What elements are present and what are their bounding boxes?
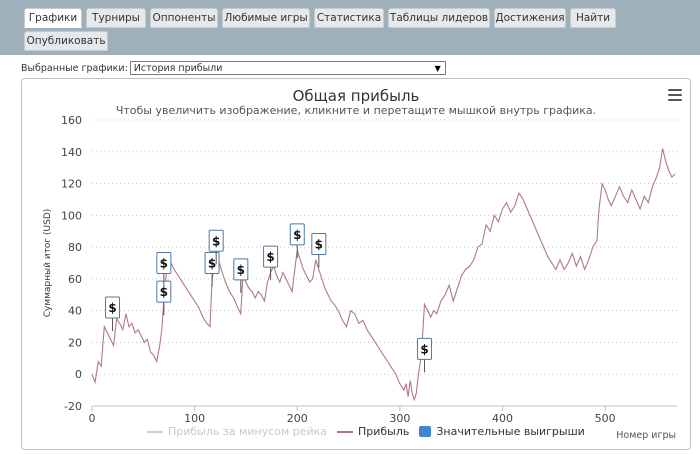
big-win-marker-label: $ bbox=[160, 257, 168, 271]
y-tick-label: 40 bbox=[68, 305, 82, 318]
tab-bar: Графики Турниры Оппоненты Любимые игры С… bbox=[0, 0, 700, 55]
x-tick-label: 400 bbox=[492, 412, 513, 425]
chart-select[interactable]: История прибыли ▼ bbox=[129, 61, 446, 75]
tab-charts[interactable]: Графики bbox=[24, 8, 82, 28]
big-win-marker-label: $ bbox=[266, 250, 274, 264]
big-win-marker-label: $ bbox=[293, 228, 301, 242]
y-tick-label: 0 bbox=[75, 368, 82, 381]
chart-select-value: История прибыли bbox=[133, 62, 223, 74]
tab-leaderboards[interactable]: Таблицы лидеров bbox=[388, 8, 490, 28]
profit-chart[interactable]: -20 0 20 40 60 80 100 120 140 160 0 100 200 300 400 500… bbox=[22, 79, 692, 451]
big-win-marker-label: $ bbox=[160, 285, 168, 299]
y-axis-title: Суммарный итог (USD) bbox=[43, 209, 53, 318]
y-tick-label: 120 bbox=[61, 178, 82, 191]
big-win-marker bbox=[311, 232, 327, 255]
big-win-marker bbox=[417, 337, 433, 360]
big-win-marker bbox=[263, 245, 279, 268]
tab-statistics[interactable]: Статистика bbox=[314, 8, 384, 28]
chart-title: Общая прибыль bbox=[292, 87, 420, 105]
big-win-marker-label: $ bbox=[315, 237, 323, 251]
y-tick-label: 60 bbox=[68, 273, 82, 286]
big-win-marker bbox=[156, 252, 172, 275]
big-win-marker bbox=[289, 223, 305, 246]
y-tick-label: 140 bbox=[61, 146, 82, 159]
hamburger-menu-icon[interactable] bbox=[668, 89, 682, 101]
chart-selector-label: Выбранные графики: bbox=[21, 62, 128, 74]
legend-label-big-wins: Значительные выигрыши bbox=[436, 425, 585, 438]
chart-subtitle: Чтобы увеличить изображение, кликните и … bbox=[115, 104, 597, 117]
chart-selector-row: Выбранные графики: История прибыли ▼ bbox=[21, 61, 446, 75]
tab-find[interactable]: Найти bbox=[570, 8, 616, 28]
big-win-marker bbox=[208, 229, 224, 252]
chart-container[interactable]: -20 0 20 40 60 80 100 120 140 160 0 100 200 300 400 500… bbox=[21, 78, 691, 450]
y-tick-label: -20 bbox=[64, 400, 82, 413]
x-tick-label: 500 bbox=[595, 412, 616, 425]
big-win-marker-label: $ bbox=[208, 257, 216, 271]
dropdown-arrow-icon: ▼ bbox=[434, 63, 441, 73]
legend-item-big-wins[interactable]: Значительные выигрыши bbox=[419, 425, 585, 438]
x-tick-label: 0 bbox=[89, 412, 96, 425]
big-win-marker bbox=[105, 296, 121, 319]
legend-label-rake: Прибыль за минусом рейка bbox=[168, 425, 327, 438]
tab-favorite-games[interactable]: Любимые игры bbox=[222, 8, 310, 28]
y-tick-label: 20 bbox=[68, 336, 82, 349]
big-win-marker-label: $ bbox=[420, 342, 428, 356]
tab-achievements[interactable]: Достижения bbox=[494, 8, 566, 28]
y-tick-label: 160 bbox=[61, 114, 82, 127]
legend-line-rake bbox=[147, 430, 163, 433]
big-win-marker-label: $ bbox=[237, 263, 245, 277]
x-tick-label: 100 bbox=[184, 412, 205, 425]
big-win-marker bbox=[204, 252, 220, 275]
big-win-marker bbox=[233, 258, 249, 281]
tab-tournaments[interactable]: Турниры bbox=[86, 8, 146, 28]
tab-opponents[interactable]: Оппоненты bbox=[150, 8, 218, 28]
profit-series-line bbox=[91, 148, 676, 402]
legend-label-profit: Прибыль bbox=[357, 425, 410, 438]
chart-legend: Прибыль за минусом рейка Прибыль Значите… bbox=[147, 425, 595, 438]
x-tick-label: 300 bbox=[389, 412, 410, 425]
big-win-marker-label: $ bbox=[108, 301, 116, 315]
big-win-marker-label: $ bbox=[212, 234, 220, 248]
legend-box-big-wins bbox=[419, 426, 432, 437]
legend-item-rake[interactable]: Прибыль за минусом рейка bbox=[147, 425, 327, 438]
tab-publish[interactable]: Опубликовать bbox=[24, 31, 108, 51]
y-tick-label: 100 bbox=[61, 209, 82, 222]
legend-line-profit bbox=[336, 430, 353, 433]
x-tick-label: 200 bbox=[287, 412, 308, 425]
y-tick-label: 80 bbox=[68, 241, 82, 254]
legend-item-profit[interactable]: Прибыль bbox=[336, 425, 410, 438]
x-axis-title: Номер игры bbox=[616, 430, 676, 441]
